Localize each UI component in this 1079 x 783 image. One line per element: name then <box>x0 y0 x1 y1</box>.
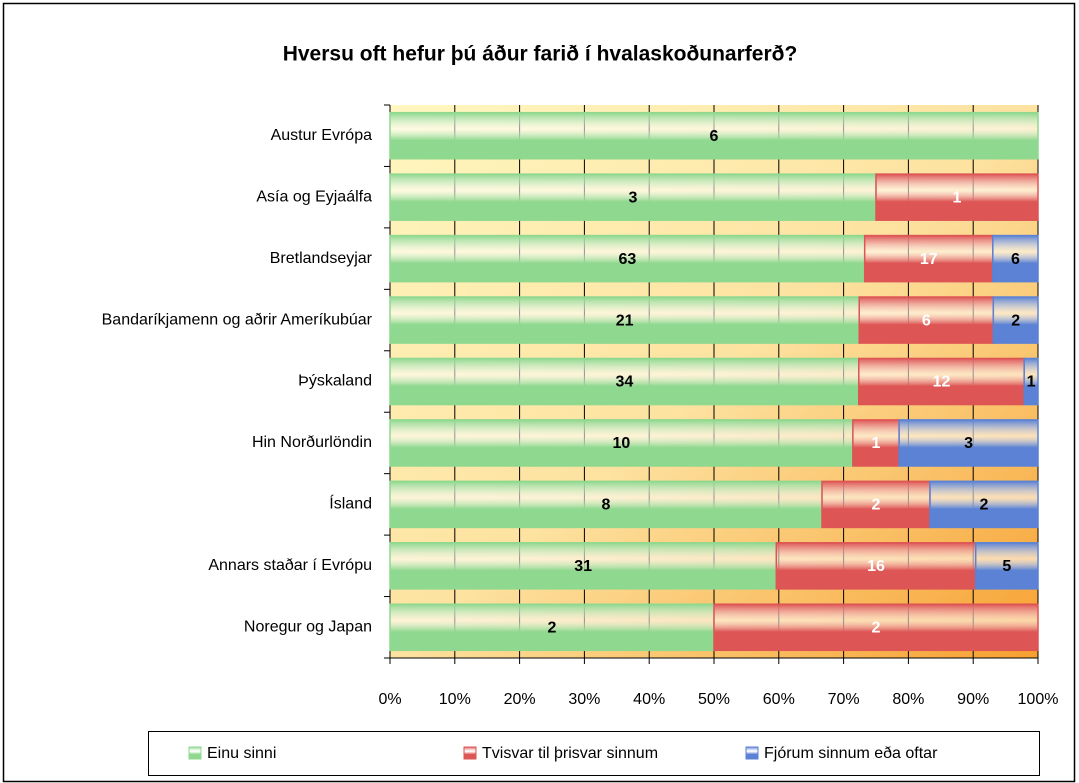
chart-title: Hversu oft hefur þú áður farið í hvalask… <box>283 43 798 66</box>
data-label: 21 <box>616 312 634 329</box>
data-label: 5 <box>1002 558 1011 575</box>
data-label: 1 <box>872 435 881 452</box>
data-label: 63 <box>618 251 636 268</box>
bar-segment <box>389 542 778 590</box>
y-tick-label: Bretlandseyjar <box>270 250 373 267</box>
data-label: 3 <box>629 189 638 206</box>
legend-swatch <box>188 746 202 760</box>
bar-segment <box>898 419 1039 467</box>
data-label: 1 <box>1027 374 1036 391</box>
x-tick-label: 0% <box>378 691 401 708</box>
data-label: 16 <box>867 558 885 575</box>
legend-label: Tvisvar til þrisvar sinnum <box>482 745 658 762</box>
bar-segment <box>389 234 866 283</box>
data-label: 31 <box>574 558 592 575</box>
bar-segment <box>929 480 1039 529</box>
bar-segment <box>858 357 1025 406</box>
bar-segment <box>713 603 1039 652</box>
x-tick-label: 20% <box>504 691 536 708</box>
bar-segment <box>389 480 823 529</box>
y-tick-label: Austur Evrópa <box>271 127 372 144</box>
bar-segment <box>1023 357 1039 406</box>
y-tick-label: Noregur og Japan <box>244 618 372 635</box>
x-tick-label: 60% <box>763 691 795 708</box>
bar-segment <box>974 542 1039 590</box>
data-label: 2 <box>980 497 989 514</box>
data-label: 6 <box>922 312 931 329</box>
y-tick-label: Asía og Eyjaálfa <box>256 188 372 205</box>
bar-segment <box>389 296 860 344</box>
bar-segment <box>389 419 854 467</box>
bar-segment <box>992 234 1039 283</box>
data-label: 3 <box>964 435 973 452</box>
legend-label: Fjórum sinnum eða oftar <box>764 745 938 762</box>
data-label: 12 <box>933 374 951 391</box>
y-tick-label: Bandaríkjamenn og aðrir Ameríkubúar <box>102 311 373 328</box>
data-label: 1 <box>953 189 962 206</box>
data-label: 17 <box>920 251 938 268</box>
data-label: 6 <box>710 128 719 145</box>
bar-segment <box>389 357 860 406</box>
x-tick-label: 10% <box>439 691 471 708</box>
legend-box <box>148 731 1040 776</box>
legend-swatch <box>745 746 759 760</box>
legend-label: Einu sinni <box>207 745 276 762</box>
data-label: 2 <box>872 619 881 636</box>
bar-segment <box>389 603 715 652</box>
legend-swatch <box>463 746 477 760</box>
data-label: 10 <box>613 435 631 452</box>
bar-segment <box>389 173 877 221</box>
x-tick-label: 50% <box>698 691 730 708</box>
data-label: 2 <box>872 497 881 514</box>
data-label: 8 <box>602 497 611 514</box>
bar-segment <box>863 234 994 283</box>
data-label: 34 <box>615 374 633 391</box>
data-label: 2 <box>1011 312 1020 329</box>
bar-segment <box>875 173 1039 221</box>
x-tick-label: 40% <box>633 691 665 708</box>
x-tick-label: 100% <box>1018 691 1059 708</box>
y-tick-label: Ísland <box>329 494 372 513</box>
x-tick-label: 90% <box>957 691 989 708</box>
data-label: 2 <box>548 619 557 636</box>
y-tick-label: Þýskaland <box>298 373 372 390</box>
bar-segment <box>858 296 995 344</box>
x-tick-label: 80% <box>892 691 924 708</box>
y-tick-label: Hin Norðurlöndin <box>252 434 372 451</box>
bar-segment <box>775 542 977 590</box>
bar-segment <box>992 296 1039 344</box>
bar-segment <box>852 419 900 467</box>
y-tick-label: Annars staðar í Evrópu <box>208 557 372 574</box>
x-tick-label: 70% <box>828 691 860 708</box>
x-tick-label: 30% <box>568 691 600 708</box>
bar-segment <box>821 480 931 529</box>
bar-segment <box>389 111 1039 160</box>
data-label: 6 <box>1011 251 1020 268</box>
